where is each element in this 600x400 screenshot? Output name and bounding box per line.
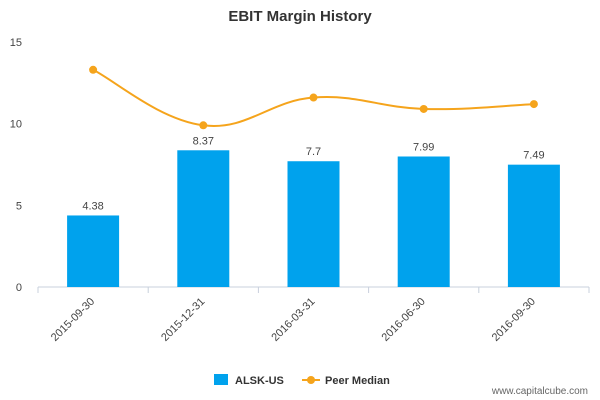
bar[interactable]: [397, 156, 450, 287]
x-tick-label: 2015-09-30: [49, 296, 97, 344]
legend-label-line[interactable]: Peer Median: [325, 375, 390, 387]
legend-swatch-bar[interactable]: [214, 374, 228, 385]
peer-median-point[interactable]: [419, 104, 428, 113]
legend-swatch-marker[interactable]: [307, 376, 315, 384]
y-tick-label: 5: [16, 200, 22, 212]
y-tick-label: 10: [10, 119, 22, 131]
bar[interactable]: [287, 161, 340, 287]
legend-label-bar[interactable]: ALSK-US: [235, 375, 284, 387]
chart-title: EBIT Margin History: [228, 8, 372, 25]
peer-median-point[interactable]: [309, 93, 318, 102]
bar-data-label: 7.99: [413, 141, 434, 153]
x-tick-label: 2015-12-31: [159, 296, 207, 344]
bar[interactable]: [177, 150, 230, 287]
bar-data-label: 7.7: [306, 146, 321, 158]
bar[interactable]: [507, 164, 560, 287]
peer-median-point[interactable]: [199, 121, 208, 130]
x-tick-label: 2016-03-31: [269, 296, 317, 344]
peer-median-point[interactable]: [89, 65, 98, 74]
watermark: www.capitalcube.com: [491, 386, 588, 397]
bar-series: 4.38 8.37 7.7 7.99 7.49: [67, 135, 560, 287]
line-series: [89, 65, 538, 130]
bar-data-label: 7.49: [523, 150, 544, 162]
y-tick-label: 0: [16, 282, 22, 294]
x-tick-label: 2016-06-30: [380, 296, 428, 344]
y-axis-ticks: 0 5 10 15: [10, 37, 22, 294]
y-tick-label: 15: [10, 37, 22, 49]
legend[interactable]: ALSK-US Peer Median: [214, 374, 390, 387]
peer-median-point[interactable]: [529, 100, 538, 109]
bar-data-label: 4.38: [82, 200, 103, 212]
x-axis-ticks: 2015-09-30 2015-12-31 2016-03-31 2016-06-30…: [37, 287, 590, 344]
x-tick-label: 2016-09-30: [490, 296, 538, 344]
bar-data-label: 8.37: [193, 135, 214, 147]
bar[interactable]: [67, 215, 120, 287]
